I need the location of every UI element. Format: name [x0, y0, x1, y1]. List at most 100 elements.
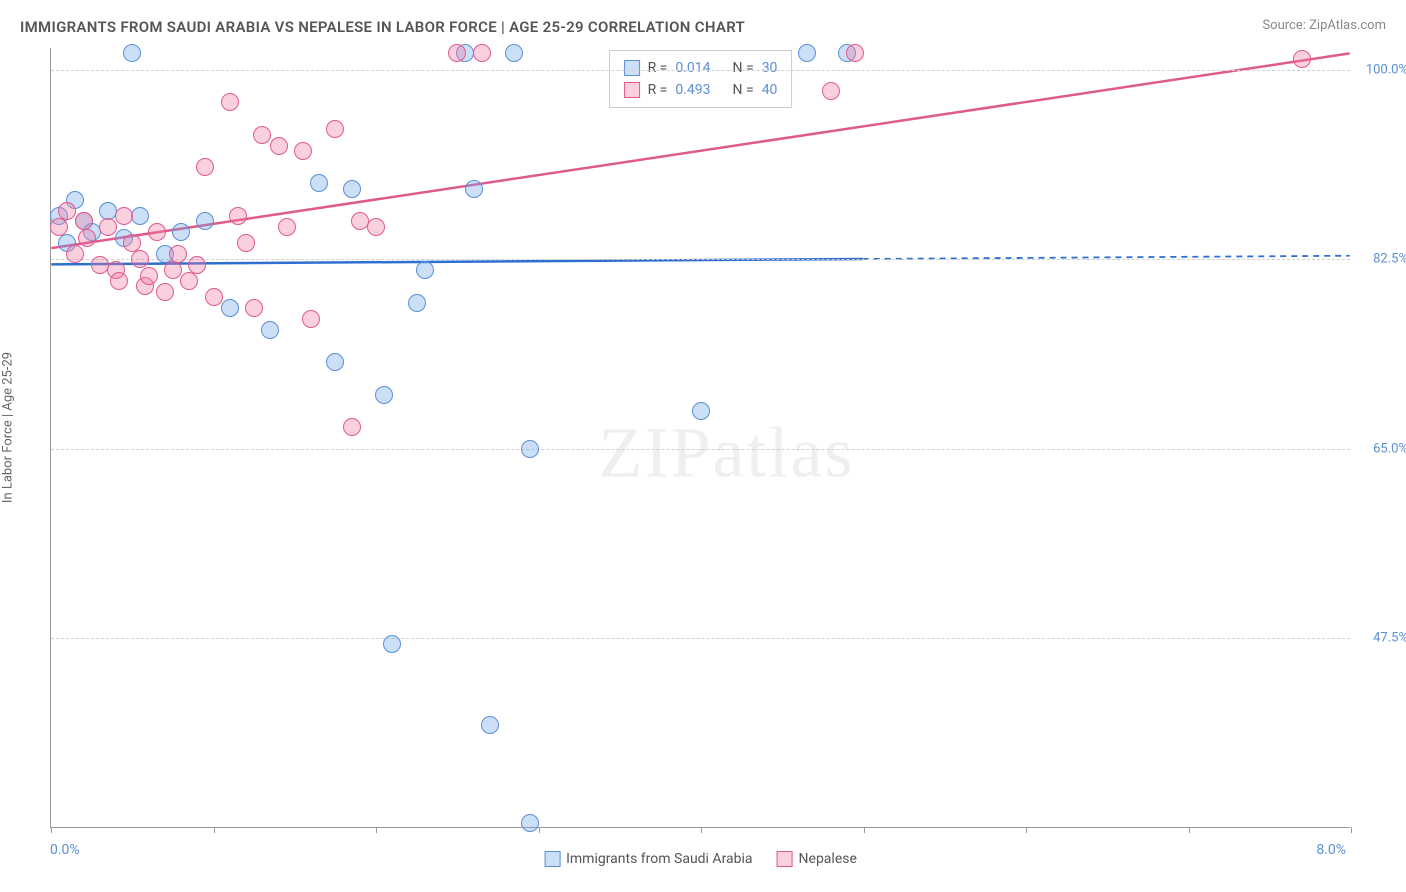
scatter-point	[383, 635, 401, 653]
scatter-point	[310, 174, 328, 192]
x-tick	[539, 827, 540, 833]
scatter-point	[326, 120, 344, 138]
legend-bottom: Immigrants from Saudi Arabia Nepalese	[544, 851, 857, 867]
legend-swatch	[544, 851, 560, 867]
scatter-point	[66, 245, 84, 263]
scatter-point	[148, 223, 166, 241]
plot-area: ZIPatlas R =0.014N =30R =0.493N =40 Immi…	[50, 48, 1350, 828]
scatter-point	[237, 234, 255, 252]
scatter-point	[196, 212, 214, 230]
scatter-point	[110, 272, 128, 290]
scatter-point	[221, 93, 239, 111]
scatter-point	[99, 218, 117, 236]
r-value: 0.493	[675, 79, 710, 101]
x-axis-max-label: 8.0%	[1316, 842, 1346, 858]
scatter-point	[343, 180, 361, 198]
watermark: ZIPatlas	[598, 412, 854, 495]
scatter-point	[75, 212, 93, 230]
scatter-point	[123, 44, 141, 62]
scatter-point	[140, 267, 158, 285]
x-tick	[376, 827, 377, 833]
legend-stats-row: R = 0.014 N = 30	[624, 57, 778, 79]
scatter-point	[408, 294, 426, 312]
scatter-point	[846, 44, 864, 62]
legend-label: Immigrants from Saudi Arabia	[566, 851, 752, 867]
scatter-point	[473, 44, 491, 62]
x-tick	[1189, 827, 1190, 833]
x-tick	[701, 827, 702, 833]
scatter-point	[343, 418, 361, 436]
y-tick-label: 100.0%	[1358, 62, 1406, 77]
scatter-point	[221, 299, 239, 317]
scatter-point	[375, 386, 393, 404]
legend-swatch	[624, 60, 640, 76]
scatter-point	[1293, 50, 1311, 68]
scatter-point	[465, 180, 483, 198]
legend-item: Immigrants from Saudi Arabia	[544, 851, 752, 867]
scatter-point	[115, 207, 133, 225]
scatter-point	[261, 321, 279, 339]
x-tick	[1026, 827, 1027, 833]
scatter-point	[58, 202, 76, 220]
source-attribution: Source: ZipAtlas.com	[1262, 18, 1386, 33]
scatter-point	[822, 82, 840, 100]
legend-swatch	[777, 851, 793, 867]
scatter-point	[156, 283, 174, 301]
source-value: ZipAtlas.com	[1309, 18, 1386, 33]
x-tick	[51, 827, 52, 833]
legend-stats-row: R = 0.493 N = 40	[624, 79, 778, 101]
y-tick-label: 65.0%	[1358, 441, 1406, 456]
y-tick-label: 82.5%	[1358, 252, 1406, 267]
trend-lines-layer	[51, 48, 1350, 827]
scatter-point	[196, 158, 214, 176]
scatter-point	[270, 137, 288, 155]
n-label: N =	[733, 57, 754, 79]
scatter-point	[50, 218, 68, 236]
gridline	[51, 449, 1350, 450]
scatter-point	[253, 126, 271, 144]
scatter-point	[505, 44, 523, 62]
chart-title: IMMIGRANTS FROM SAUDI ARABIA VS NEPALESE…	[20, 18, 745, 36]
scatter-point	[798, 44, 816, 62]
scatter-point	[326, 353, 344, 371]
legend-stats-box: R = 0.014 N = 30 R = 0.493 N = 40	[609, 50, 793, 108]
scatter-point	[278, 218, 296, 236]
n-value: 40	[762, 79, 778, 101]
scatter-point	[164, 261, 182, 279]
scatter-point	[294, 142, 312, 160]
scatter-point	[78, 229, 96, 247]
r-label: R =	[648, 57, 668, 79]
r-value: 0.014	[675, 57, 710, 79]
n-value: 30	[762, 57, 778, 79]
scatter-point	[416, 261, 434, 279]
scatter-point	[448, 44, 466, 62]
gridline	[51, 638, 1350, 639]
scatter-point	[172, 223, 190, 241]
y-axis-title: In Labor Force | Age 25-29	[1, 352, 16, 503]
legend-item: Nepalese	[777, 851, 857, 867]
scatter-point	[692, 402, 710, 420]
scatter-point	[245, 299, 263, 317]
x-axis-min-label: 0.0%	[50, 842, 80, 858]
scatter-point	[169, 245, 187, 263]
scatter-point	[521, 814, 539, 832]
legend-swatch	[624, 82, 640, 98]
scatter-point	[229, 207, 247, 225]
r-label: R =	[648, 79, 668, 101]
gridline	[51, 70, 1350, 71]
scatter-point	[205, 288, 223, 306]
scatter-point	[521, 440, 539, 458]
scatter-point	[188, 256, 206, 274]
source-label: Source:	[1262, 18, 1305, 33]
scatter-point	[367, 218, 385, 236]
scatter-point	[131, 207, 149, 225]
x-tick	[864, 827, 865, 833]
x-tick	[1351, 827, 1352, 833]
scatter-point	[180, 272, 198, 290]
gridline	[51, 259, 1350, 260]
y-tick-label: 47.5%	[1358, 631, 1406, 646]
x-tick	[214, 827, 215, 833]
scatter-point	[481, 716, 499, 734]
legend-label: Nepalese	[799, 851, 857, 867]
n-label: N =	[733, 79, 754, 101]
